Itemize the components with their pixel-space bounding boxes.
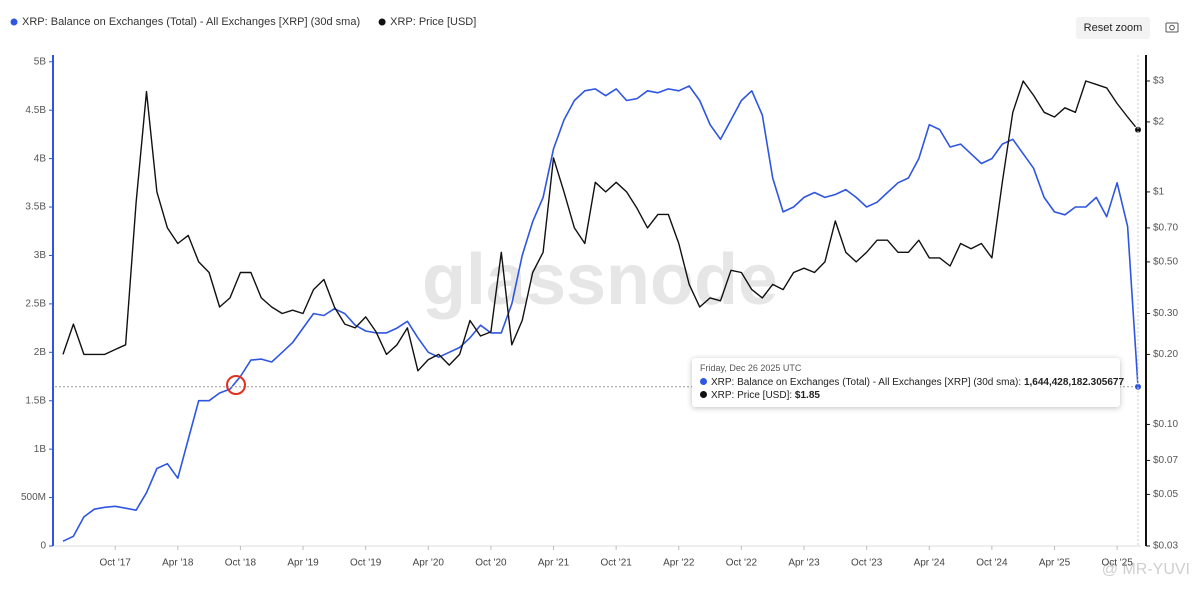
y-tick-label: 1.5B [25, 395, 46, 406]
x-tick-label: Apr '23 [788, 558, 820, 569]
x-tick-label: Oct '20 [475, 558, 507, 569]
y2-tick-label: $1 [1153, 187, 1165, 198]
y-tick-label: 2.5B [25, 299, 46, 310]
y-tick-label: 4.5B [25, 105, 46, 116]
y2-tick-label: $0.05 [1153, 489, 1178, 500]
series-line [62, 80, 1139, 372]
x-tick-label: Apr '24 [914, 558, 946, 569]
y2-tick-label: $0.50 [1153, 257, 1178, 268]
x-tick-label: Oct '19 [350, 558, 382, 569]
x-tick-label: Apr '19 [287, 558, 319, 569]
tooltip-row: XRP: Balance on Exchanges (Total) - All … [700, 376, 1124, 389]
x-tick-label: Apr '18 [162, 558, 194, 569]
y2-tick-label: $0.10 [1153, 419, 1178, 430]
x-tick-label: Apr '22 [663, 558, 695, 569]
y2-tick-label: $2 [1153, 117, 1165, 128]
tooltip-value: $1.85 [794, 390, 820, 401]
series-line [62, 85, 1139, 542]
tooltip-row: XRP: Price [USD]$1.85 [700, 389, 1112, 402]
x-tick-label: Oct '25 [1101, 558, 1133, 569]
y-tick-label: 0 [40, 541, 46, 552]
legend-label: XRP: Balance on Exchanges (Total) - All … [22, 16, 360, 28]
camera-icon[interactable] [1165, 22, 1179, 33]
y-tick-label: 2B [34, 347, 47, 358]
legend-marker [10, 18, 18, 26]
y2-tick-label: $0.70 [1153, 223, 1178, 234]
reset-zoom-button[interactable]: Reset zoom [1076, 17, 1150, 39]
hover-point [1134, 125, 1142, 134]
annotation-circle [226, 375, 246, 395]
legend-label: XRP: Price [USD] [390, 16, 476, 28]
x-tick-label: Apr '20 [413, 558, 445, 569]
x-tick-label: Oct '24 [976, 558, 1008, 569]
tooltip: Friday, Dec 26 2025 UTC XRP: Balance on … [692, 358, 1124, 407]
x-tick-label: Oct '23 [851, 558, 883, 569]
tooltip-title: Friday, Dec 26 2025 UTC [700, 363, 802, 373]
x-tick-label: Oct '21 [600, 558, 632, 569]
y2-tick-label: $0.30 [1153, 308, 1178, 319]
y-tick-label: 3B [34, 250, 47, 261]
x-tick-label: Apr '25 [1039, 558, 1071, 569]
y-tick-label: 500M [21, 492, 46, 503]
y2-tick-label: $0.03 [1153, 541, 1178, 552]
tooltip-series-name: XRP: Balance on Exchanges (Total) - All … [711, 377, 1024, 388]
y2-tick-label: $3 [1153, 76, 1165, 87]
tooltip-value: 1,644,428,182.305677 [1023, 377, 1125, 388]
y-tick-label: 3.5B [25, 202, 46, 213]
x-tick-label: Oct '22 [726, 558, 758, 569]
y2-tick-label: $0.07 [1153, 455, 1178, 466]
y2-tick-label: $0.20 [1153, 349, 1178, 360]
x-tick-label: Oct '17 [99, 558, 131, 569]
legend-marker [378, 18, 386, 26]
x-tick-label: Apr '21 [538, 558, 570, 569]
y-tick-label: 4B [34, 153, 47, 164]
tooltip-series-name: XRP: Price [USD] [711, 390, 795, 401]
y-tick-label: 1B [34, 444, 47, 455]
credit: @ MR-YUVI [1102, 561, 1190, 578]
x-tick-label: Oct '18 [225, 558, 257, 569]
y-tick-label: 5B [34, 56, 47, 67]
watermark: glassnode [422, 240, 778, 320]
